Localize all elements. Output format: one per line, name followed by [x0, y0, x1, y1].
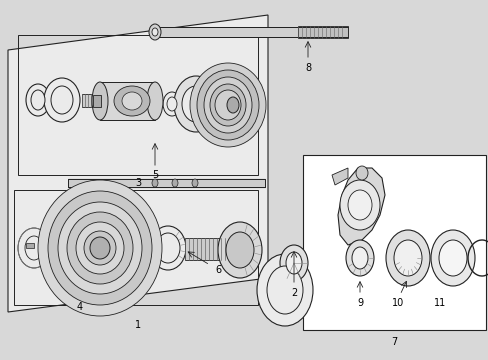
Text: 8: 8	[305, 63, 310, 73]
Text: 6: 6	[215, 265, 221, 275]
Bar	[68, 179, 264, 187]
Ellipse shape	[51, 86, 73, 114]
Ellipse shape	[351, 247, 367, 269]
Text: 10: 10	[391, 298, 403, 308]
Ellipse shape	[147, 82, 163, 120]
Ellipse shape	[182, 86, 209, 122]
Ellipse shape	[266, 266, 303, 314]
Ellipse shape	[430, 230, 474, 286]
Ellipse shape	[26, 84, 50, 116]
Text: 2: 2	[290, 288, 297, 298]
Ellipse shape	[385, 230, 429, 286]
Ellipse shape	[76, 222, 124, 274]
Text: 4: 4	[77, 302, 83, 312]
Ellipse shape	[25, 236, 43, 260]
Ellipse shape	[347, 190, 371, 220]
Ellipse shape	[174, 76, 218, 132]
Text: 7: 7	[390, 337, 396, 347]
Ellipse shape	[225, 232, 253, 268]
Polygon shape	[337, 168, 384, 245]
Text: 3: 3	[135, 178, 141, 188]
Bar	[155, 27, 347, 37]
Bar	[100, 82, 155, 120]
Ellipse shape	[114, 86, 150, 116]
Ellipse shape	[38, 180, 162, 316]
Ellipse shape	[156, 233, 180, 263]
Bar	[184, 238, 232, 260]
Ellipse shape	[44, 78, 80, 122]
Text: 9: 9	[356, 298, 362, 308]
Text: 5: 5	[152, 170, 158, 180]
Ellipse shape	[92, 82, 108, 120]
Ellipse shape	[209, 84, 245, 126]
Ellipse shape	[257, 254, 312, 326]
Bar	[26, 243, 34, 248]
Ellipse shape	[48, 191, 152, 305]
Ellipse shape	[226, 97, 239, 113]
Text: 1: 1	[135, 320, 141, 330]
Ellipse shape	[438, 240, 466, 276]
Ellipse shape	[67, 212, 133, 284]
Bar	[303, 155, 485, 330]
Ellipse shape	[355, 166, 367, 180]
Ellipse shape	[163, 92, 181, 116]
Ellipse shape	[58, 202, 142, 294]
Ellipse shape	[190, 63, 265, 147]
Ellipse shape	[280, 245, 307, 281]
Ellipse shape	[122, 92, 142, 110]
Ellipse shape	[215, 90, 241, 120]
Polygon shape	[331, 168, 347, 185]
Bar	[93, 95, 101, 107]
Ellipse shape	[393, 240, 421, 276]
Ellipse shape	[346, 240, 373, 276]
Ellipse shape	[152, 179, 158, 187]
Ellipse shape	[167, 97, 177, 111]
Ellipse shape	[203, 77, 251, 133]
Ellipse shape	[150, 226, 185, 270]
Ellipse shape	[152, 28, 158, 36]
Ellipse shape	[197, 70, 259, 140]
Ellipse shape	[90, 237, 110, 259]
Ellipse shape	[31, 90, 45, 110]
Ellipse shape	[218, 222, 262, 278]
Ellipse shape	[285, 252, 302, 274]
Ellipse shape	[18, 228, 50, 268]
Bar	[297, 26, 347, 38]
Bar	[82, 94, 100, 107]
Ellipse shape	[172, 179, 178, 187]
Ellipse shape	[339, 180, 379, 230]
Ellipse shape	[149, 24, 161, 40]
Ellipse shape	[84, 231, 116, 265]
Ellipse shape	[192, 179, 198, 187]
Polygon shape	[8, 15, 267, 312]
Text: 11: 11	[433, 298, 445, 308]
